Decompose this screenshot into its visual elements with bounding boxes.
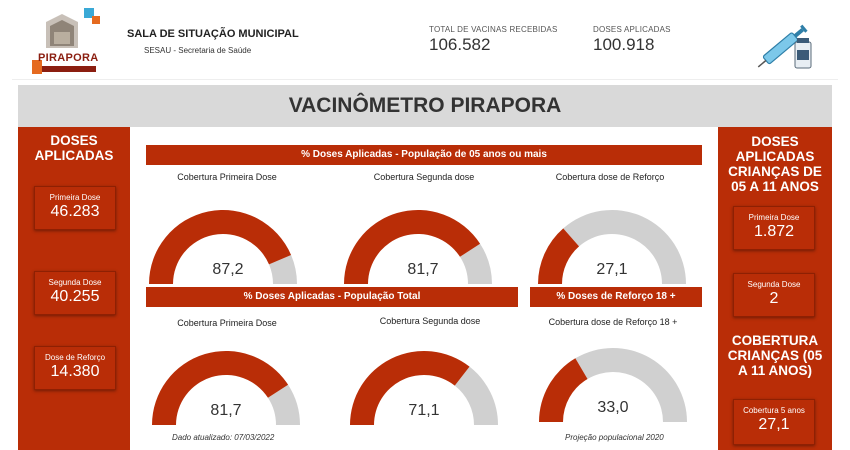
card-value: 40.255 xyxy=(50,288,100,305)
card-label: Cobertura 5 anos xyxy=(743,406,805,415)
org-title: SALA DE SITUAÇÃO MUNICIPAL xyxy=(127,28,299,40)
gauge-label: Cobertura Primeira Dose xyxy=(177,172,277,182)
card-value: 27,1 xyxy=(758,416,790,433)
kpi-doses-applied: DOSES APLICADAS 100.918 xyxy=(593,25,671,55)
card-value: 1.872 xyxy=(753,223,795,240)
gauge-track xyxy=(269,255,297,284)
card-children-second-dose: Segunda Dose 2 xyxy=(733,273,815,317)
gauge-fill xyxy=(152,351,289,425)
card-booster-dose: Dose de Reforço 14.380 xyxy=(34,346,116,390)
card-value: 2 xyxy=(769,290,779,307)
gauge-value: 81,7 xyxy=(407,261,439,278)
card-children-first-dose: Primeira Dose 1.872 xyxy=(733,206,815,250)
dashboard-header: PIRAPORA SALA DE SITUAÇÃO MUNICIPAL SESA… xyxy=(12,0,838,80)
right-panel-title: DOSES APLICADAS CRIANÇAS DE 05 A 11 ANOS xyxy=(728,134,822,194)
kpi-label: DOSES APLICADAS xyxy=(593,25,671,34)
card-first-dose: Primeira Dose 46.283 xyxy=(34,186,116,230)
children-coverage-title: COBERTURA CRIANÇAS (05 A 11 ANOS) xyxy=(727,333,823,378)
gauge-second-dose-5plus xyxy=(344,210,492,284)
section-pop-total: % Doses Aplicadas - População Total xyxy=(146,287,518,307)
gauge-label: Cobertura dose de Reforço 18 + xyxy=(548,317,678,327)
card-value: 14.380 xyxy=(50,363,100,380)
gauge-track xyxy=(575,348,687,422)
gauge-value: 33,0 xyxy=(597,399,629,416)
gauge-first-dose-total xyxy=(152,351,300,425)
org-subtitle: SESAU - Secretaria de Saúde xyxy=(144,46,252,55)
card-coverage-5-years: Cobertura 5 anos 27,1 xyxy=(733,399,815,445)
card-label: Dose de Reforço xyxy=(44,353,106,362)
section-pop-5-plus: % Doses Aplicadas - População de 05 anos… xyxy=(146,145,702,165)
logo-text: PIRAPORA xyxy=(38,52,99,64)
card-label: Segunda Dose xyxy=(747,280,801,289)
gauge-value: 81,7 xyxy=(210,402,242,419)
gauge-value: 71,1 xyxy=(408,402,440,419)
gauge-track xyxy=(267,384,300,425)
title-banner: VACINÔMETRO PIRAPORA xyxy=(18,85,832,127)
projection-footnote: Projeção populacional 2020 xyxy=(565,433,664,442)
left-panel-doses: DOSES APLICADAS Primeira Dose 46.283 Seg… xyxy=(18,127,130,450)
kpi-total-received: TOTAL DE VACINAS RECEBIDAS 106.582 xyxy=(429,25,558,55)
gauge-value: 27,1 xyxy=(596,261,628,278)
gauge-label: Cobertura Segunda dose xyxy=(373,172,475,182)
gauge-fill xyxy=(538,228,580,284)
kpi-label: TOTAL DE VACINAS RECEBIDAS xyxy=(429,25,558,34)
left-panel-title: DOSES APLICADAS xyxy=(34,133,114,163)
pirapora-logo: PIRAPORA xyxy=(32,8,106,74)
card-label: Primeira Dose xyxy=(748,213,800,222)
card-label: Primeira Dose xyxy=(49,193,101,202)
gauge-first-dose-5plus xyxy=(149,209,297,284)
gauge-label: Cobertura Primeira Dose xyxy=(177,318,277,328)
gauge-value: 87,2 xyxy=(212,261,244,278)
gauge-fill xyxy=(350,351,470,425)
card-label: Segunda Dose xyxy=(48,278,102,287)
gauge-label: Cobertura Segunda dose xyxy=(379,316,481,326)
section-booster-18: % Doses de Reforço 18 + xyxy=(530,287,702,307)
gauge-second-dose-total xyxy=(350,351,498,425)
logo-ribbon xyxy=(42,66,96,72)
kpi-value: 100.918 xyxy=(593,35,655,54)
kpi-value: 106.582 xyxy=(429,35,491,54)
gauge-track xyxy=(563,210,686,284)
updated-footnote: Dado atualizado: 07/03/2022 xyxy=(172,433,275,442)
right-panel-children: DOSES APLICADAS CRIANÇAS DE 05 A 11 ANOS… xyxy=(718,127,832,450)
gauge-fill xyxy=(344,210,481,284)
card-second-dose: Segunda Dose 40.255 xyxy=(34,271,116,315)
page-title: VACINÔMETRO PIRAPORA xyxy=(288,94,562,117)
gauge-booster-5plus xyxy=(538,210,686,284)
gauge-track xyxy=(454,366,498,425)
gauge-label: Cobertura dose de Reforço xyxy=(555,172,665,182)
card-value: 46.283 xyxy=(50,203,100,220)
gauge-booster-18 xyxy=(539,348,687,422)
syringe-vial-icon xyxy=(757,12,817,72)
gauge-fill xyxy=(149,209,292,284)
gauge-track xyxy=(459,243,492,284)
gauge-fill xyxy=(539,358,588,422)
